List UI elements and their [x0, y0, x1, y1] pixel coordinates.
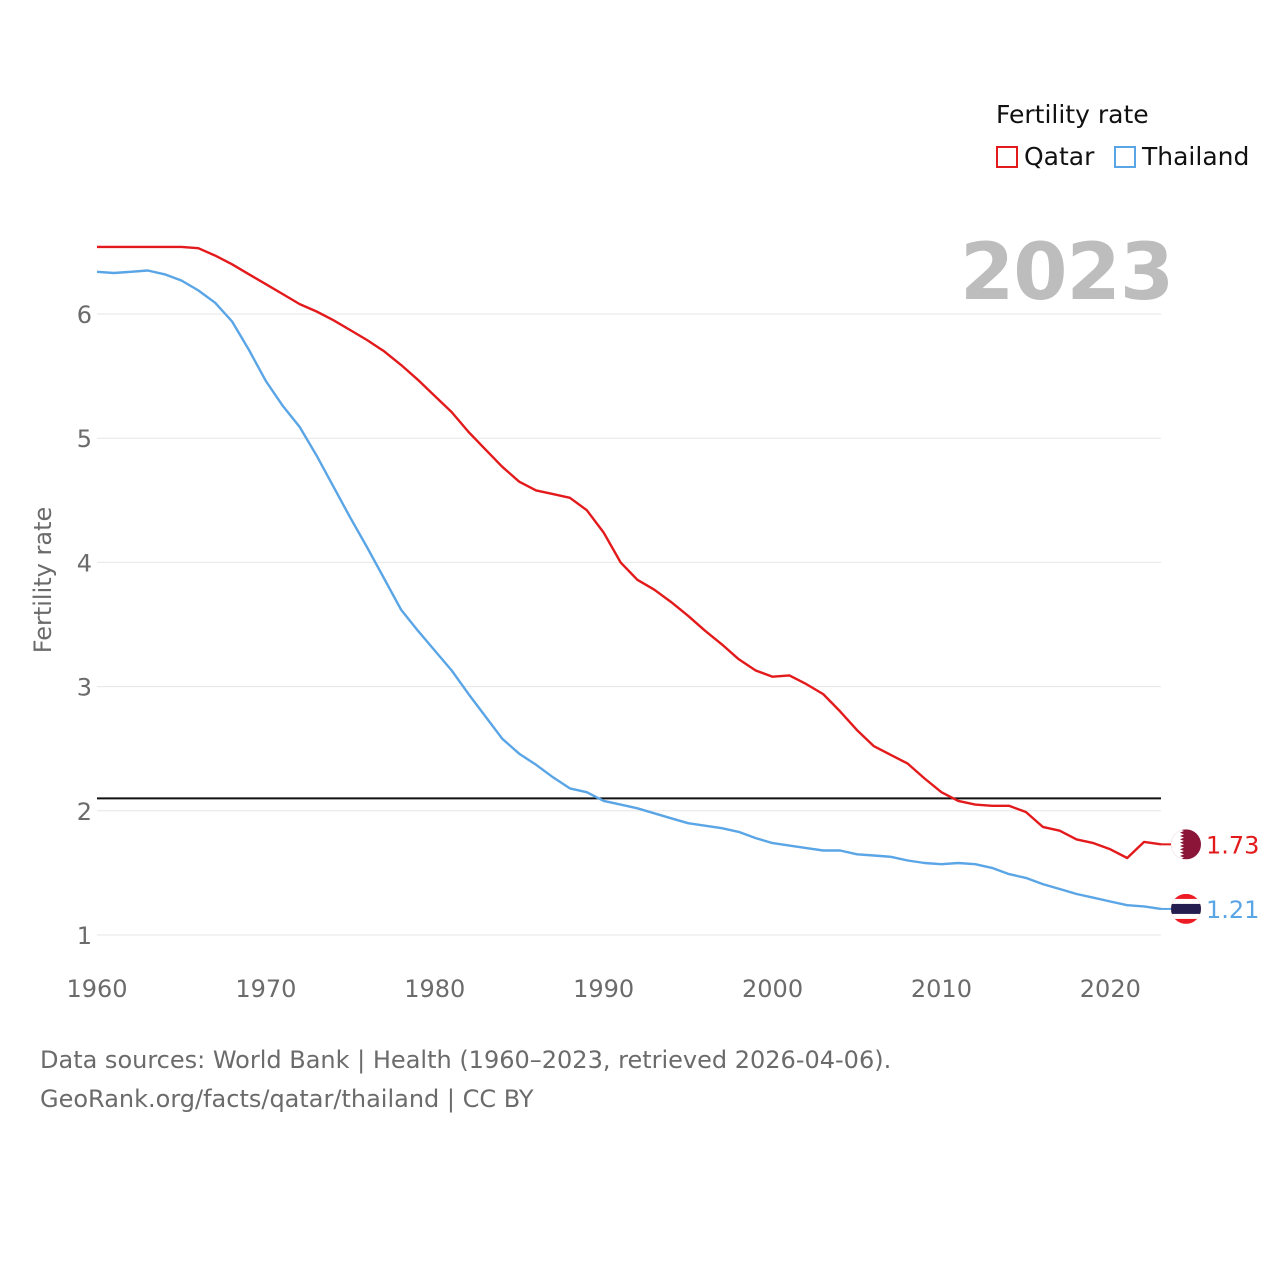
year-display: 2023	[960, 228, 1174, 318]
x-tick-label: 2000	[742, 975, 803, 1003]
x-tick-label: 2020	[1080, 975, 1141, 1003]
y-tick-label: 6	[77, 301, 92, 329]
series-end-markers: 1.73 1.21	[1161, 829, 1259, 924]
legend-swatch-thailand	[1114, 145, 1136, 168]
x-tick-label: 1960	[66, 975, 127, 1003]
legend-item-qatar[interactable]: Qatar	[996, 142, 1094, 171]
y-tick-label: 4	[77, 549, 92, 577]
series-lines	[96, 245, 1162, 911]
series-line-thailand[interactable]	[96, 269, 1162, 911]
end-value-label-qatar: 1.73	[1206, 831, 1259, 859]
y-tick-label: 5	[77, 425, 92, 453]
y-axis-label: Fertility rate	[29, 507, 57, 654]
legend-item-thailand[interactable]: Thailand	[1114, 142, 1249, 171]
end-value-label-thailand: 1.21	[1206, 896, 1259, 924]
series-line-qatar[interactable]	[97, 245, 1162, 860]
grid-lines	[97, 313, 1161, 936]
y-axis-ticks: 1 2 3 4 5 6	[77, 301, 92, 950]
legend-title: Fertility rate	[996, 100, 1149, 129]
x-axis-ticks: 1960 1970 1980 1990 2000 2010 2020	[66, 975, 1140, 1003]
legend-label-thailand: Thailand	[1142, 142, 1250, 171]
x-tick-label: 2010	[911, 975, 972, 1003]
x-tick-label: 1980	[404, 975, 465, 1003]
qatar-flag-icon	[1171, 829, 1201, 860]
y-tick-label: 2	[77, 798, 92, 826]
y-tick-label: 3	[77, 674, 92, 702]
credit-note: GeoRank.org/facts/qatar/thailand | CC BY	[40, 1085, 534, 1113]
legend-swatch-qatar	[996, 145, 1018, 168]
data-sources-note: Data sources: World Bank | Health (1960–…	[40, 1046, 892, 1074]
thailand-flag-icon	[1171, 893, 1201, 924]
legend-label-qatar: Qatar	[1024, 142, 1095, 171]
y-tick-label: 1	[77, 922, 92, 950]
x-tick-label: 1970	[235, 975, 296, 1003]
x-tick-label: 1990	[573, 975, 634, 1003]
